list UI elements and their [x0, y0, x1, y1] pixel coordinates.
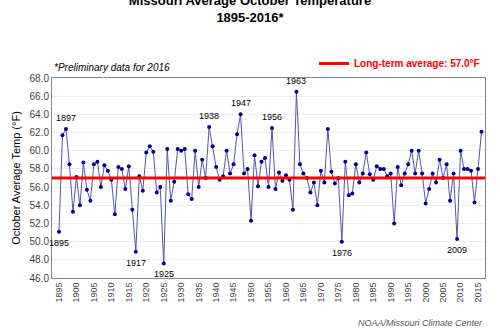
- svg-text:2000: 2000: [421, 283, 431, 303]
- svg-text:1920: 1920: [141, 283, 151, 303]
- svg-text:2005: 2005: [438, 283, 448, 303]
- svg-text:2009: 2009: [447, 245, 467, 255]
- svg-text:1925: 1925: [159, 283, 169, 303]
- svg-text:68.0: 68.0: [30, 73, 50, 84]
- svg-text:1930: 1930: [176, 283, 186, 303]
- svg-text:1905: 1905: [89, 283, 99, 303]
- svg-text:2015: 2015: [473, 283, 483, 303]
- svg-text:*Preliminary data for 2016: *Preliminary data for 2016: [54, 62, 170, 73]
- svg-text:1917: 1917: [126, 258, 146, 268]
- svg-text:1956: 1956: [262, 112, 282, 122]
- svg-text:1985: 1985: [368, 283, 378, 303]
- svg-text:1970: 1970: [316, 283, 326, 303]
- svg-text:1975: 1975: [333, 283, 343, 303]
- svg-text:1897: 1897: [56, 113, 76, 123]
- svg-text:1915: 1915: [124, 283, 134, 303]
- svg-text:1910: 1910: [106, 283, 116, 303]
- svg-text:2010: 2010: [455, 283, 465, 303]
- svg-text:1955: 1955: [263, 283, 273, 303]
- svg-text:1947: 1947: [231, 98, 251, 108]
- svg-text:1980: 1980: [351, 283, 361, 303]
- svg-text:1963: 1963: [286, 76, 306, 86]
- svg-text:1938: 1938: [199, 111, 219, 121]
- svg-text:50.0: 50.0: [30, 236, 50, 247]
- svg-text:Missouri Average October Tempe: Missouri Average October Temperature1895…: [129, 0, 371, 25]
- svg-text:1895: 1895: [54, 283, 64, 303]
- svg-text:1945: 1945: [229, 283, 239, 303]
- svg-text:1960: 1960: [281, 283, 291, 303]
- svg-text:1900: 1900: [71, 283, 81, 303]
- svg-text:1990: 1990: [386, 283, 396, 303]
- svg-text:54.0: 54.0: [30, 200, 50, 211]
- svg-text:1995: 1995: [403, 283, 413, 303]
- svg-text:64.0: 64.0: [30, 109, 50, 120]
- svg-text:62.0: 62.0: [30, 127, 50, 138]
- svg-text:66.0: 66.0: [30, 91, 50, 102]
- svg-text:October Average Temp (°F): October Average Temp (°F): [10, 111, 22, 245]
- svg-text:1976: 1976: [332, 248, 352, 258]
- svg-text:56.0: 56.0: [30, 182, 50, 193]
- svg-text:1950: 1950: [246, 283, 256, 303]
- svg-text:1895: 1895: [49, 238, 69, 248]
- svg-text:Long-term average: 57.0°F: Long-term average: 57.0°F: [354, 58, 480, 69]
- svg-text:1965: 1965: [298, 283, 308, 303]
- svg-text:58.0: 58.0: [30, 163, 50, 174]
- svg-text:NOAA/Missouri Climate Center: NOAA/Missouri Climate Center: [358, 318, 483, 328]
- svg-text:1940: 1940: [211, 283, 221, 303]
- svg-text:1935: 1935: [194, 283, 204, 303]
- svg-text:46.0: 46.0: [30, 273, 50, 284]
- svg-text:60.0: 60.0: [30, 145, 50, 156]
- svg-text:1925: 1925: [154, 269, 174, 279]
- svg-text:52.0: 52.0: [30, 218, 50, 229]
- svg-text:48.0: 48.0: [30, 254, 50, 265]
